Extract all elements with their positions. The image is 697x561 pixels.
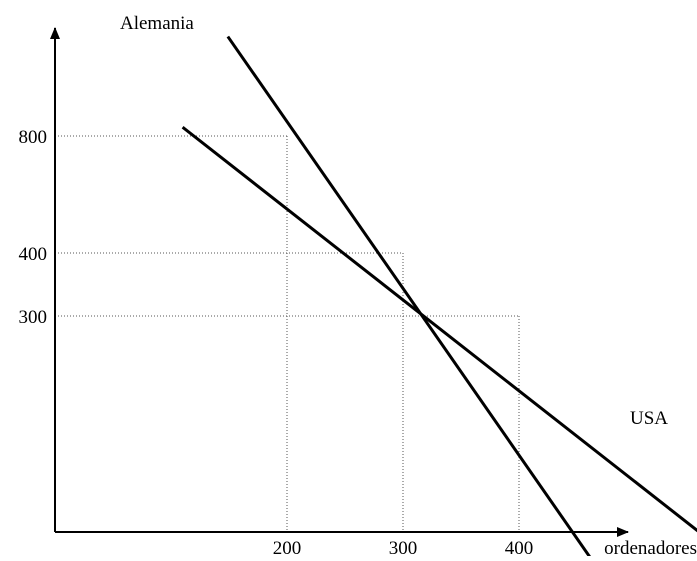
x-axis-label: ordenadores — [604, 538, 697, 556]
axes — [50, 27, 629, 537]
tick-labels: 200 300 400 300 400 800 — [19, 127, 534, 559]
series-labels: Alemania USA — [120, 13, 668, 429]
y-tick-label-0: 300 — [19, 307, 48, 328]
series-line-alemania — [226, 35, 595, 561]
series-label-alemania: Alemania — [120, 13, 194, 34]
reference-guides — [55, 135, 520, 532]
y-tick-label-1: 400 — [19, 244, 48, 265]
x-tick-label-1: 300 — [389, 538, 418, 556]
series-label-usa: USA — [630, 408, 668, 429]
x-tick-label-2: 400 — [505, 538, 534, 556]
y-tick-label-2: 800 — [19, 127, 48, 148]
x-tick-label-0: 200 — [273, 538, 302, 556]
series-lines — [181, 35, 697, 561]
series-line-usa — [181, 126, 697, 533]
